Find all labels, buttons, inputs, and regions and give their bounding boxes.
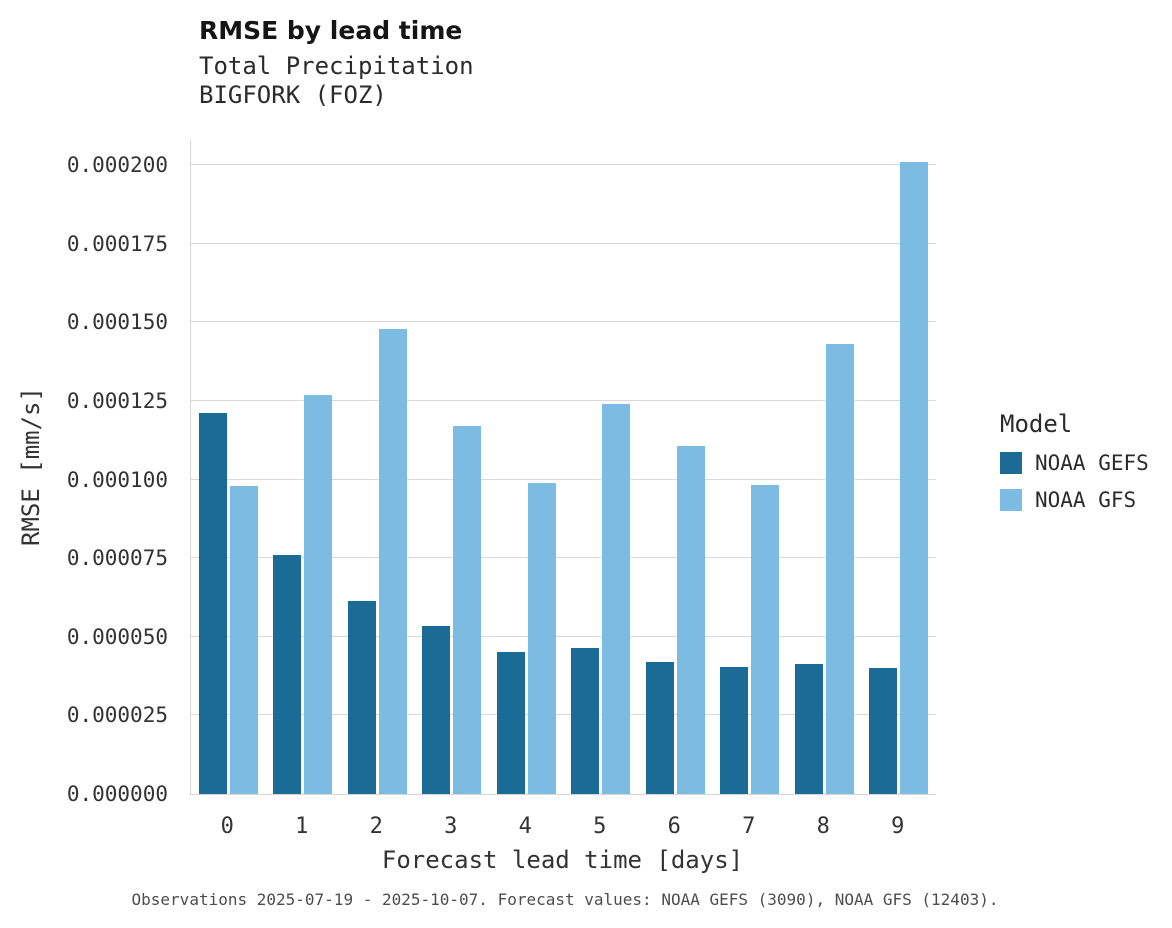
legend-items: NOAA GEFS NOAA GFS <box>1000 451 1149 512</box>
bar-noaa-gfs <box>602 404 631 794</box>
bar-noaa-gefs <box>422 625 451 794</box>
bar-noaa-gfs <box>900 161 929 794</box>
bar-noaa-gfs <box>304 394 333 794</box>
bar-noaa-gfs <box>676 446 705 794</box>
chart-subtitle-variable: Total Precipitation <box>199 52 474 80</box>
y-tick-label: 0.000150 <box>66 310 168 335</box>
bar-noaa-gefs <box>571 647 600 794</box>
bar-noaa-gfs <box>378 328 407 794</box>
legend: Model NOAA GEFS NOAA GFS <box>1000 410 1149 512</box>
caption: Observations 2025-07-19 - 2025-10-07. Fo… <box>131 890 999 909</box>
gridline <box>191 714 936 716</box>
x-tick-label: 3 <box>444 814 458 839</box>
legend-item: NOAA GEFS <box>1000 451 1149 475</box>
bar-noaa-gefs <box>645 661 674 794</box>
x-tick-label: 2 <box>369 814 383 839</box>
bar-noaa-gfs <box>527 482 556 794</box>
plot-area <box>190 140 936 795</box>
x-axis-ticks: 0 1 2 3 4 5 6 7 8 9 <box>190 814 935 842</box>
y-tick-label: 0.000175 <box>66 231 168 256</box>
bar-noaa-gefs <box>720 666 749 794</box>
legend-label: NOAA GEFS <box>1035 451 1149 475</box>
x-tick-label: 0 <box>220 814 234 839</box>
gridline <box>191 635 936 637</box>
bar-noaa-gefs <box>869 667 898 794</box>
bar-noaa-gefs <box>273 554 302 794</box>
y-tick-label: 0.000000 <box>66 782 168 806</box>
legend-label: NOAA GFS <box>1035 488 1137 512</box>
bar-noaa-gfs <box>825 344 854 794</box>
gridline <box>191 164 936 165</box>
y-tick-label: 0.000025 <box>66 703 168 728</box>
y-tick-label: 0.000200 <box>66 153 168 177</box>
bar-noaa-gefs <box>198 413 227 794</box>
bar-noaa-gfs <box>453 426 482 794</box>
x-tick-label: 9 <box>891 814 905 839</box>
x-axis-title: Forecast lead time [days] <box>381 846 744 874</box>
gridline <box>191 321 936 323</box>
bar-noaa-gfs <box>751 484 780 794</box>
y-axis-ticks: 0.000000 0.000025 0.000050 0.000075 0.000100… <box>0 140 180 806</box>
gridline <box>191 399 936 401</box>
x-tick-label: 5 <box>593 814 607 839</box>
y-tick-label: 0.000075 <box>66 546 168 571</box>
y-tick-label: 0.000125 <box>66 388 168 413</box>
bar-noaa-gfs <box>229 486 258 794</box>
y-tick-label: 0.000100 <box>66 467 168 492</box>
legend-swatch <box>1000 489 1022 511</box>
bar-noaa-gefs <box>496 652 525 794</box>
gridline <box>191 557 936 559</box>
chart-title: RMSE by lead time <box>199 16 463 45</box>
x-tick-label: 6 <box>667 814 681 839</box>
legend-item: NOAA GFS <box>1000 488 1149 512</box>
gridline <box>191 242 936 244</box>
x-tick-label: 1 <box>295 814 309 839</box>
chart-subtitle-station: BIGFORK (FOZ) <box>199 81 387 109</box>
bar-noaa-gefs <box>794 664 823 794</box>
x-tick-label: 4 <box>518 814 532 839</box>
legend-swatch <box>1000 452 1022 474</box>
gridline <box>191 478 936 480</box>
bar-noaa-gefs <box>347 600 376 794</box>
y-tick-label: 0.000050 <box>66 624 168 649</box>
x-tick-label: 7 <box>742 814 756 839</box>
x-tick-label: 8 <box>816 814 830 839</box>
legend-title: Model <box>1000 410 1073 438</box>
